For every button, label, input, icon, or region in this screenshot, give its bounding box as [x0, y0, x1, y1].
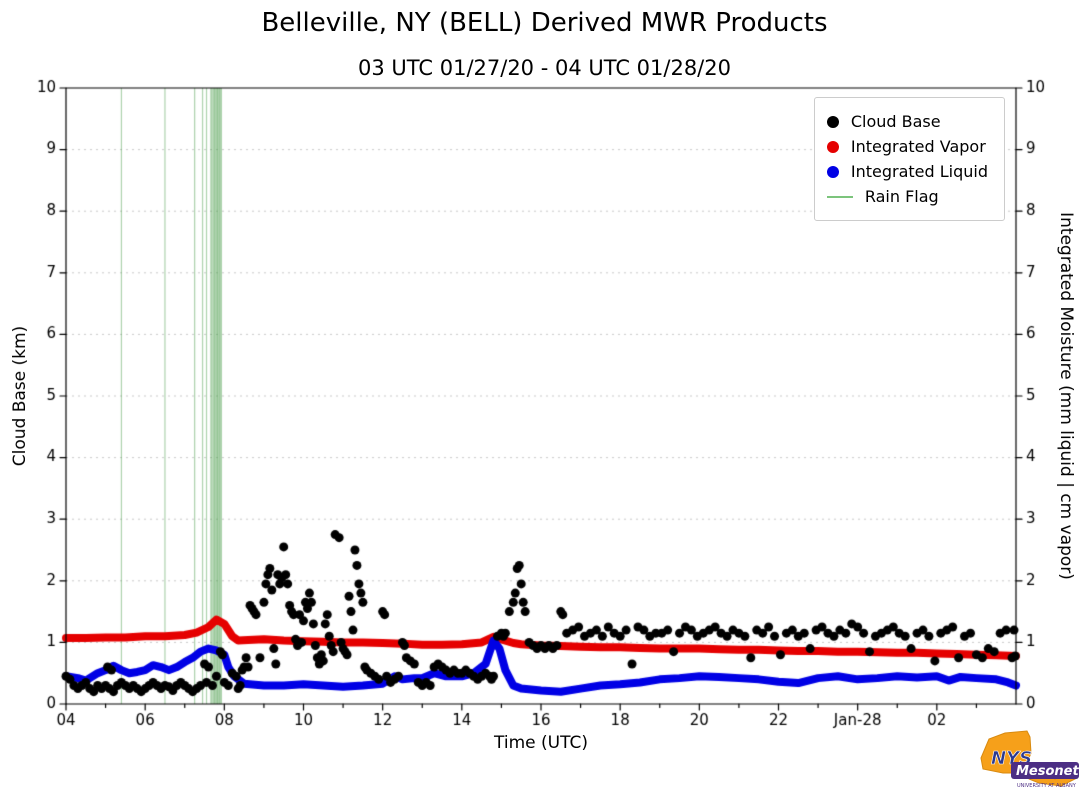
integrated-liquid-dot-icon	[826, 165, 839, 178]
legend-label: Integrated Liquid	[850, 162, 988, 181]
y-axis-label-left: Cloud Base (km)	[10, 325, 30, 467]
legend-label: Cloud Base	[850, 112, 941, 131]
logo-tagline-text: UNIVERSITY AT ALBANY	[1017, 783, 1077, 789]
legend: Cloud Base Integrated Vapor Integrated L…	[813, 97, 1005, 221]
rain-flag-line-icon	[826, 195, 853, 198]
legend-item-cloud-base: Cloud Base	[826, 112, 988, 131]
integrated-vapor-dot-icon	[826, 140, 839, 153]
x-axis-label: Time (UTC)	[494, 733, 588, 753]
logo-mesonet-banner	[1011, 762, 1079, 779]
legend-item-integrated-liquid: Integrated Liquid	[826, 162, 988, 181]
legend-item-rain-flag: Rain Flag	[826, 187, 988, 206]
chart-subtitle: 03 UTC 01/27/20 - 04 UTC 01/28/20	[358, 56, 731, 80]
legend-item-integrated-vapor: Integrated Vapor	[826, 137, 988, 156]
y-axis-label-right: Integrated Moisture (mm liquid | cm vapo…	[1056, 212, 1076, 580]
logo-mesonet-text: Mesonet	[1016, 764, 1079, 779]
legend-label: Rain Flag	[864, 187, 939, 206]
chart-title: Belleville, NY (BELL) Derived MWR Produc…	[261, 8, 828, 38]
cloud-base-dot-icon	[826, 115, 839, 128]
nys-mesonet-logo: NYS Mesonet UNIVERSITY AT ALBANY	[980, 730, 1079, 789]
legend-label: Integrated Vapor	[850, 137, 986, 156]
